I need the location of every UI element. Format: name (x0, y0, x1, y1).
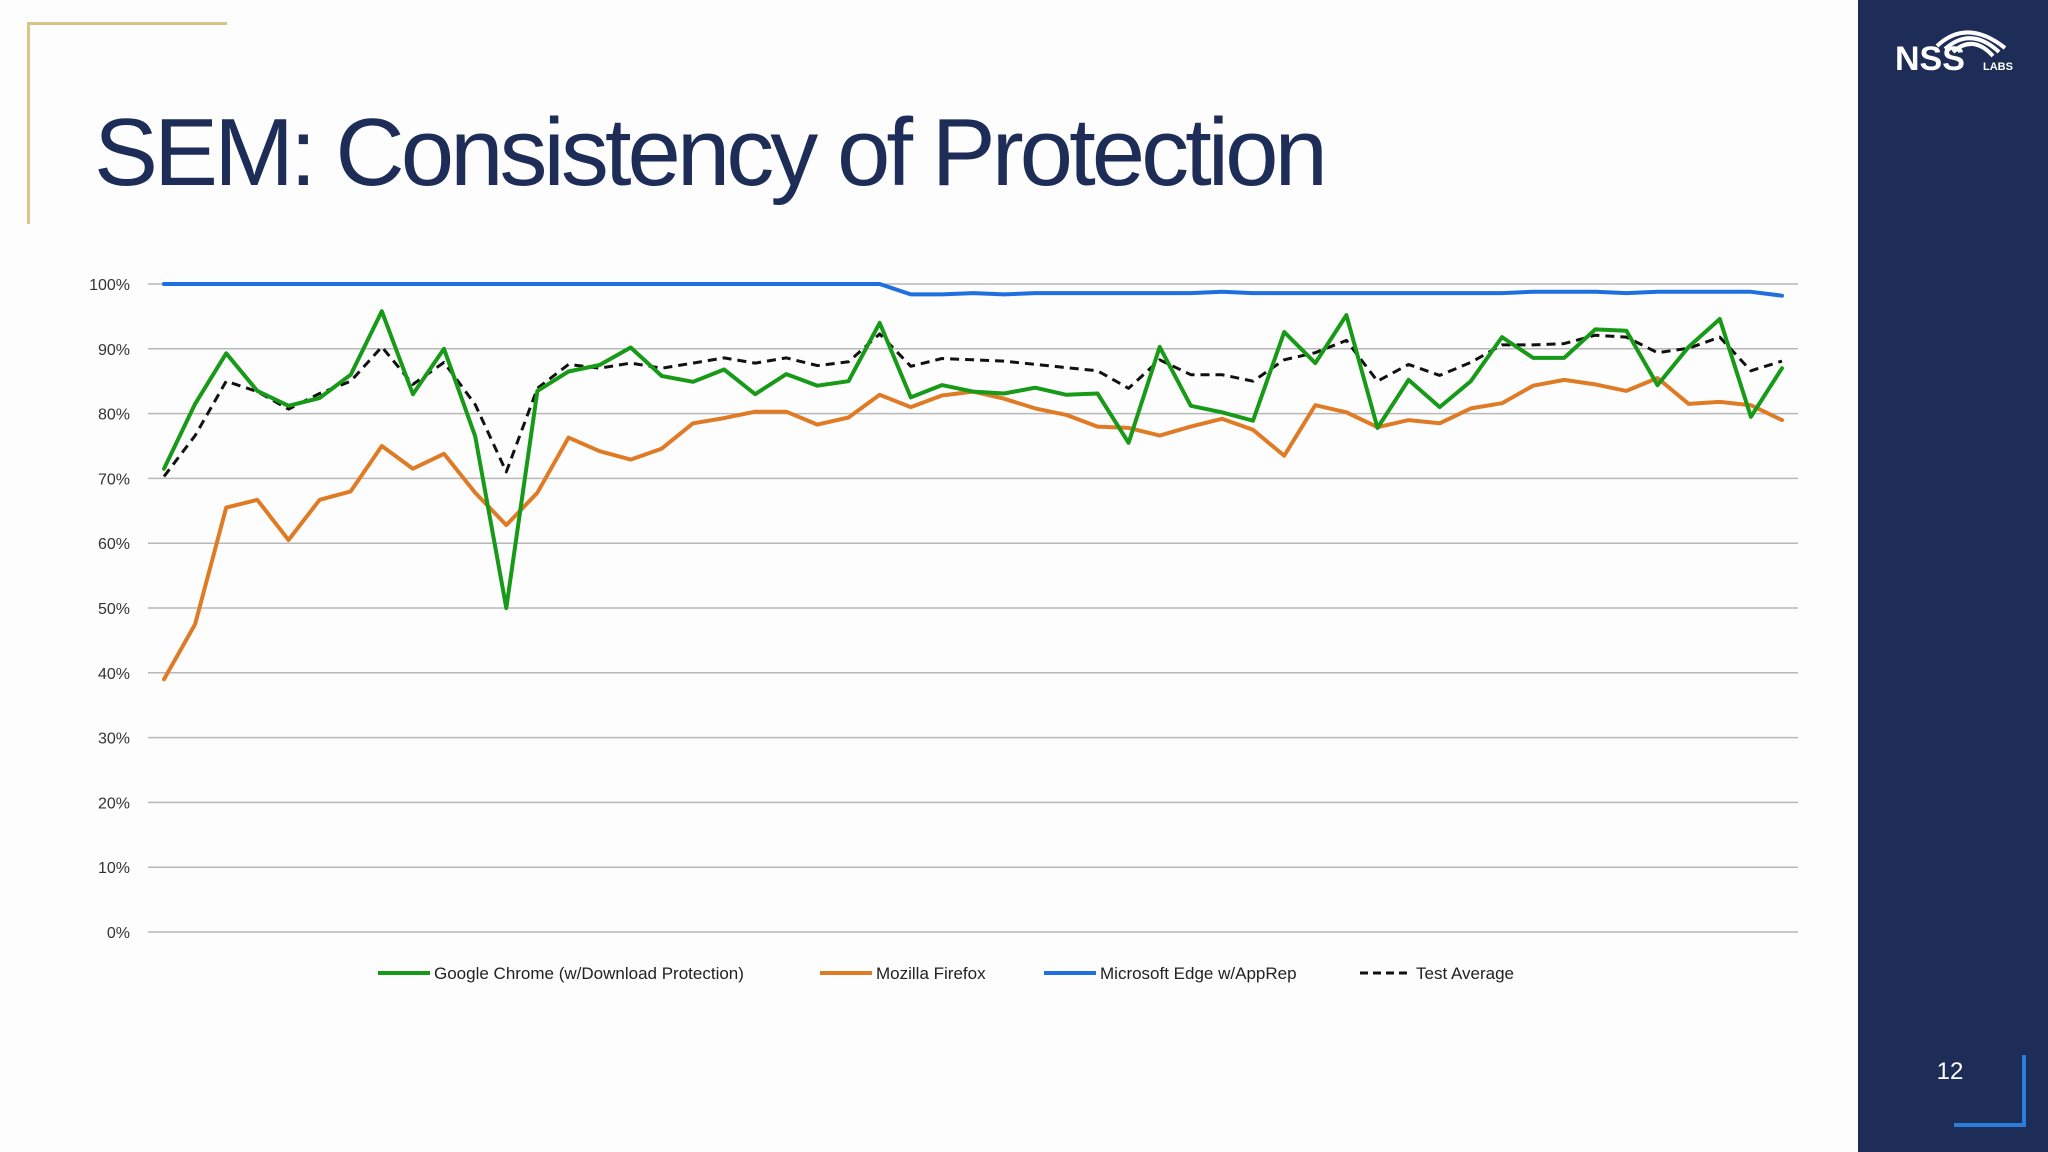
legend-label: Google Chrome (w/Download Protection) (434, 964, 744, 983)
y-tick-label: 30% (98, 731, 130, 748)
page-number: 12 (1936, 1058, 1964, 1085)
nss-labs-logo: NSS LABS (1895, 30, 2013, 78)
slide-title: SEM: Consistency of Protection (94, 99, 1328, 206)
y-tick-label: 50% (98, 601, 130, 618)
gold-accent-horizontal (27, 22, 227, 25)
y-tick-label: 100% (89, 277, 130, 294)
gold-accent-vertical (27, 22, 30, 224)
brand-sidebar (1858, 0, 2048, 1152)
slide-canvas (0, 0, 1858, 1152)
y-tick-label: 90% (98, 342, 130, 359)
y-tick-label: 10% (98, 860, 130, 877)
line-chart: 0% 10% 20% 30% 40% 50% 60% 70% 80% 90% 100% Google … (89, 277, 1798, 983)
series-line-google-chrome-w-download-protection (162, 309, 1784, 610)
y-tick-label: 20% (98, 795, 130, 812)
legend-label: Mozilla Firefox (876, 964, 986, 983)
corner-accent-vertical (2022, 1055, 2026, 1127)
series-line-test-average (162, 332, 1783, 478)
series-line-microsoft-edge-w-apprep (162, 282, 1784, 298)
y-tick-label: 80% (98, 407, 130, 424)
legend: Google Chrome (w/Download Protection) Moz… (378, 964, 1514, 983)
series-line-mozilla-firefox (162, 376, 1784, 682)
y-axis: 0% 10% 20% 30% 40% 50% 60% 70% 80% 90% 100% (89, 277, 130, 942)
logo-subtext: LABS (1983, 61, 2013, 73)
logo-text: NSS (1895, 40, 1965, 78)
corner-accent-horizontal (1954, 1123, 2026, 1127)
legend-label: Test Average (1416, 964, 1514, 983)
legend-label: Microsoft Edge w/AppRep (1100, 964, 1297, 983)
y-tick-label: 70% (98, 471, 130, 488)
y-tick-label: 0% (107, 925, 130, 942)
y-tick-label: 60% (98, 536, 130, 553)
y-tick-label: 40% (98, 666, 130, 683)
